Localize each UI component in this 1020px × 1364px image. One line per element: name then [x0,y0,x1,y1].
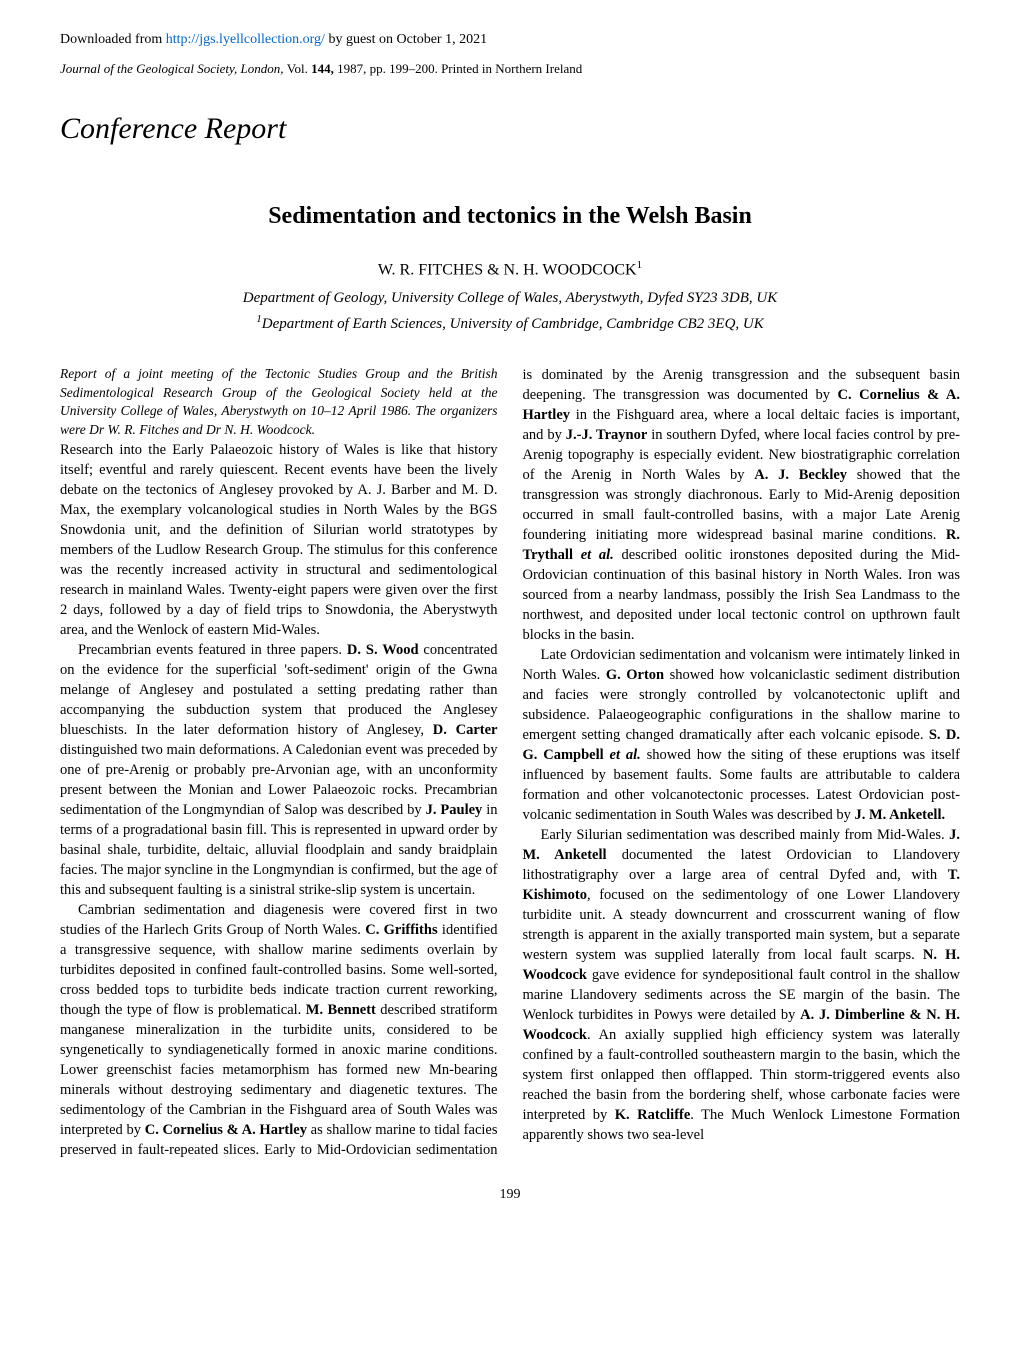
journal-rest: 1987, pp. 199–200. Printed in Northern I… [334,61,582,76]
article-title: Sedimentation and tectonics in the Welsh… [60,200,960,234]
authors-line: W. R. FITCHES & N. H. WOODCOCK1 [60,258,960,282]
authors: W. R. FITCHES & N. H. WOODCOCK [378,262,637,279]
affiliation-2-text: Department of Earth Sciences, University… [262,316,764,332]
journal-citation: Journal of the Geological Society, Londo… [60,60,960,78]
journal-name: Journal of the Geological Society, Londo… [60,61,287,76]
author-sup: 1 [637,259,643,271]
body-para: Early Silurian sedimentation was describ… [523,825,961,1145]
body-para: Research into the Early Palaeozoic histo… [60,440,498,640]
body-para: Late Ordovician sedimentation and volcan… [523,645,961,825]
body-para: Precambrian events featured in three pap… [60,640,498,900]
vol-number: 144, [311,61,334,76]
download-suffix: by guest on October 1, 2021 [325,32,487,47]
article-body: Report of a joint meeting of the Tectoni… [60,365,960,1160]
abstract: Report of a joint meeting of the Tectoni… [60,365,498,440]
vol-label: Vol. [287,61,311,76]
download-prefix: Downloaded from [60,32,166,47]
download-link[interactable]: http://jgs.lyellcollection.org/ [166,32,325,47]
page-number: 199 [60,1185,960,1205]
affiliation-2: 1Department of Earth Sciences, Universit… [60,312,960,335]
download-notice: Downloaded from http://jgs.lyellcollecti… [60,30,960,50]
section-heading: Conference Report [60,108,960,150]
affiliation-1: Department of Geology, University Colleg… [60,288,960,309]
